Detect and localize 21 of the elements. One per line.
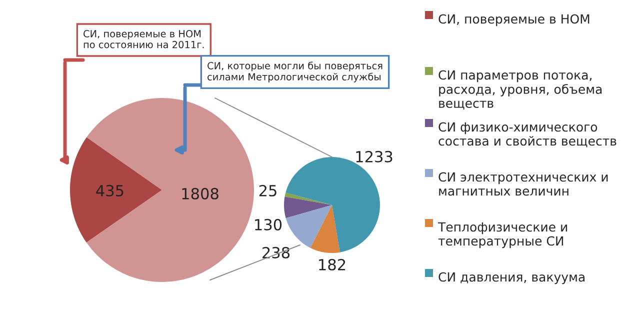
legend-label: Теплофизические и температурные СИ [438, 222, 567, 248]
legend-label: СИ давления, вакуума [438, 272, 584, 284]
pie-slice [86, 98, 254, 282]
pie-slice [310, 205, 340, 253]
legend-label: СИ электротехнических и магнитных величин [438, 172, 608, 196]
data-label: 182 [319, 258, 346, 270]
data-label: 435 [96, 184, 124, 196]
data-label: 1808 [182, 188, 218, 200]
pie-slice [284, 196, 332, 218]
pie-slice [284, 192, 332, 205]
legend-label: СИ физико-химического состава и свойств веществ [438, 122, 616, 148]
text: СИ, поверяемые в НОМ по состоянию на 2011г. [84, 30, 204, 48]
pie-slice [286, 205, 332, 248]
data-label: 238 [262, 246, 290, 258]
pie-slice [70, 137, 162, 243]
data-label: 25 [259, 184, 276, 196]
text: СИ, которые могли бы поверяться силами Метрологической службы [208, 62, 382, 82]
data-label: 1233 [356, 150, 392, 162]
legend-label: СИ, поверяемые в НОМ [438, 14, 590, 26]
legend-label: СИ параметров потока, расхода, уровня, объема веществ [438, 70, 602, 110]
data-label: 130 [255, 218, 282, 230]
